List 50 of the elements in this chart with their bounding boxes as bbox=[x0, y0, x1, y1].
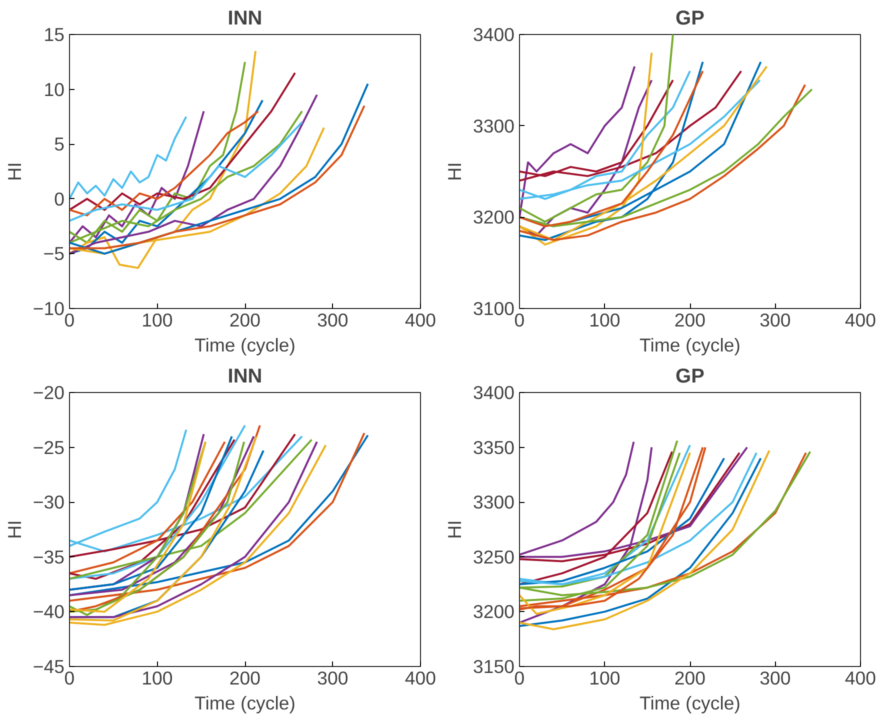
x-axis-title: Time (cycle) bbox=[194, 692, 296, 714]
y-tick-label: 3200 bbox=[472, 601, 515, 622]
x-tick-label: 200 bbox=[229, 668, 261, 688]
x-tick-label: 400 bbox=[404, 668, 436, 688]
y-tick-label: −5 bbox=[43, 243, 65, 264]
x-axis-title: Time (cycle) bbox=[640, 692, 740, 714]
x-axis-title: Time (cycle) bbox=[640, 334, 740, 356]
x-tick-label: 300 bbox=[317, 668, 348, 688]
x-tick-label: 400 bbox=[404, 310, 436, 330]
y-axis-title: HI bbox=[4, 520, 25, 539]
y-tick-label: −45 bbox=[32, 656, 65, 677]
y-tick-label: 3200 bbox=[472, 206, 515, 228]
y-tick-label: 5 bbox=[54, 134, 65, 155]
x-tick-label: 200 bbox=[229, 310, 261, 330]
y-tick-label: 3400 bbox=[472, 382, 515, 403]
y-tick-label: 3250 bbox=[472, 546, 515, 568]
y-axis-title: HI bbox=[444, 162, 465, 181]
x-tick-label: 100 bbox=[142, 310, 173, 330]
x-axis-title: Time (cycle) bbox=[194, 334, 296, 356]
y-axis-title: HI bbox=[444, 520, 465, 539]
y-tick-label: 0 bbox=[54, 188, 65, 210]
y-tick-label: −30 bbox=[32, 492, 65, 513]
x-tick-label: 100 bbox=[142, 668, 173, 688]
x-tick-label: 200 bbox=[674, 668, 706, 688]
y-tick-label: −20 bbox=[32, 382, 65, 403]
chart-title: INN bbox=[228, 8, 262, 30]
x-tick-label: 300 bbox=[760, 668, 791, 688]
y-tick-label: 10 bbox=[44, 78, 65, 100]
x-tick-label: 300 bbox=[317, 310, 348, 330]
x-tick-label: 100 bbox=[589, 310, 620, 330]
x-tick-label: 100 bbox=[589, 668, 620, 688]
x-tick-label: 400 bbox=[844, 310, 876, 330]
y-tick-label: 3150 bbox=[472, 656, 515, 677]
x-tick-label: 400 bbox=[844, 668, 876, 688]
y-tick-label: 3350 bbox=[472, 436, 515, 458]
y-tick-label: −10 bbox=[32, 298, 65, 319]
y-tick-label: −25 bbox=[32, 436, 65, 458]
chart-title: INN bbox=[228, 366, 262, 388]
x-tick-label: 200 bbox=[674, 310, 706, 330]
chart-title: GP bbox=[676, 366, 704, 388]
y-tick-label: 3300 bbox=[472, 115, 515, 136]
y-tick-label: −40 bbox=[32, 601, 65, 622]
chart-title: GP bbox=[676, 8, 704, 30]
y-axis-title: HI bbox=[4, 162, 25, 181]
x-tick-label: 300 bbox=[760, 310, 791, 330]
y-tick-label: 3100 bbox=[472, 298, 515, 319]
y-tick-label: 3400 bbox=[472, 24, 515, 45]
y-tick-label: 3300 bbox=[472, 492, 515, 513]
y-tick-label: 15 bbox=[44, 24, 65, 45]
y-tick-label: −35 bbox=[32, 546, 65, 568]
